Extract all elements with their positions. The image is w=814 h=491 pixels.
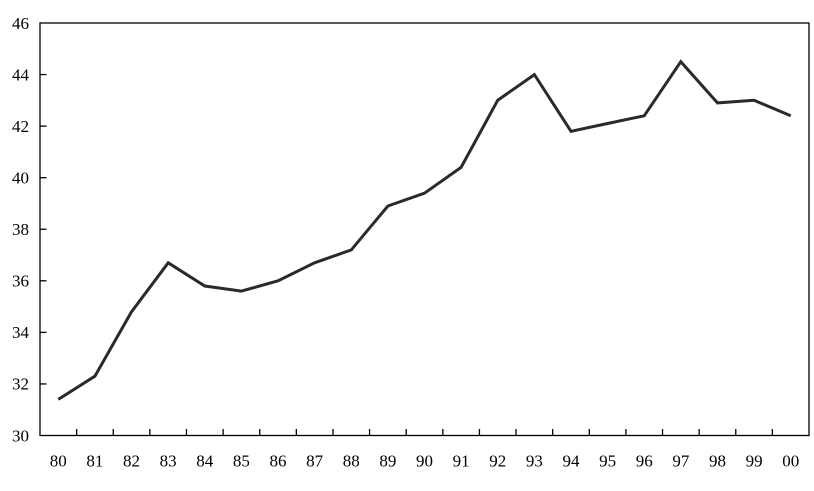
y-axis-label: 40	[12, 168, 29, 187]
y-axis-label: 30	[12, 426, 29, 445]
x-axis-label: 89	[379, 452, 396, 471]
x-axis-label: 96	[636, 452, 653, 471]
x-axis-label: 98	[709, 452, 726, 471]
x-axis-label: 93	[526, 452, 543, 471]
x-axis-label: 00	[782, 452, 799, 471]
x-axis-label: 99	[746, 452, 763, 471]
y-axis-label: 44	[12, 65, 30, 84]
x-axis-label: 86	[270, 452, 287, 471]
x-axis-label: 80	[50, 452, 67, 471]
x-axis-label: 81	[86, 452, 103, 471]
y-axis-label: 42	[12, 117, 29, 136]
x-axis-label: 84	[196, 452, 214, 471]
y-axis-label: 34	[12, 323, 30, 342]
x-axis-label: 88	[343, 452, 360, 471]
x-axis-label: 83	[160, 452, 177, 471]
x-axis-label: 82	[123, 452, 140, 471]
y-axis-label: 38	[12, 220, 29, 239]
x-axis-label: 95	[599, 452, 616, 471]
x-axis-label: 92	[489, 452, 506, 471]
data-line	[57, 59, 792, 401]
y-axis-label: 46	[12, 14, 29, 33]
x-axis-label: 91	[453, 452, 470, 471]
y-axis-label: 36	[12, 272, 29, 291]
x-axis-label: 90	[416, 452, 433, 471]
x-axis-label: 94	[562, 452, 580, 471]
y-axis-label: 32	[12, 375, 29, 394]
x-axis-label: 87	[306, 452, 324, 471]
x-axis-label: 85	[233, 452, 250, 471]
x-axis-label: 97	[672, 452, 690, 471]
